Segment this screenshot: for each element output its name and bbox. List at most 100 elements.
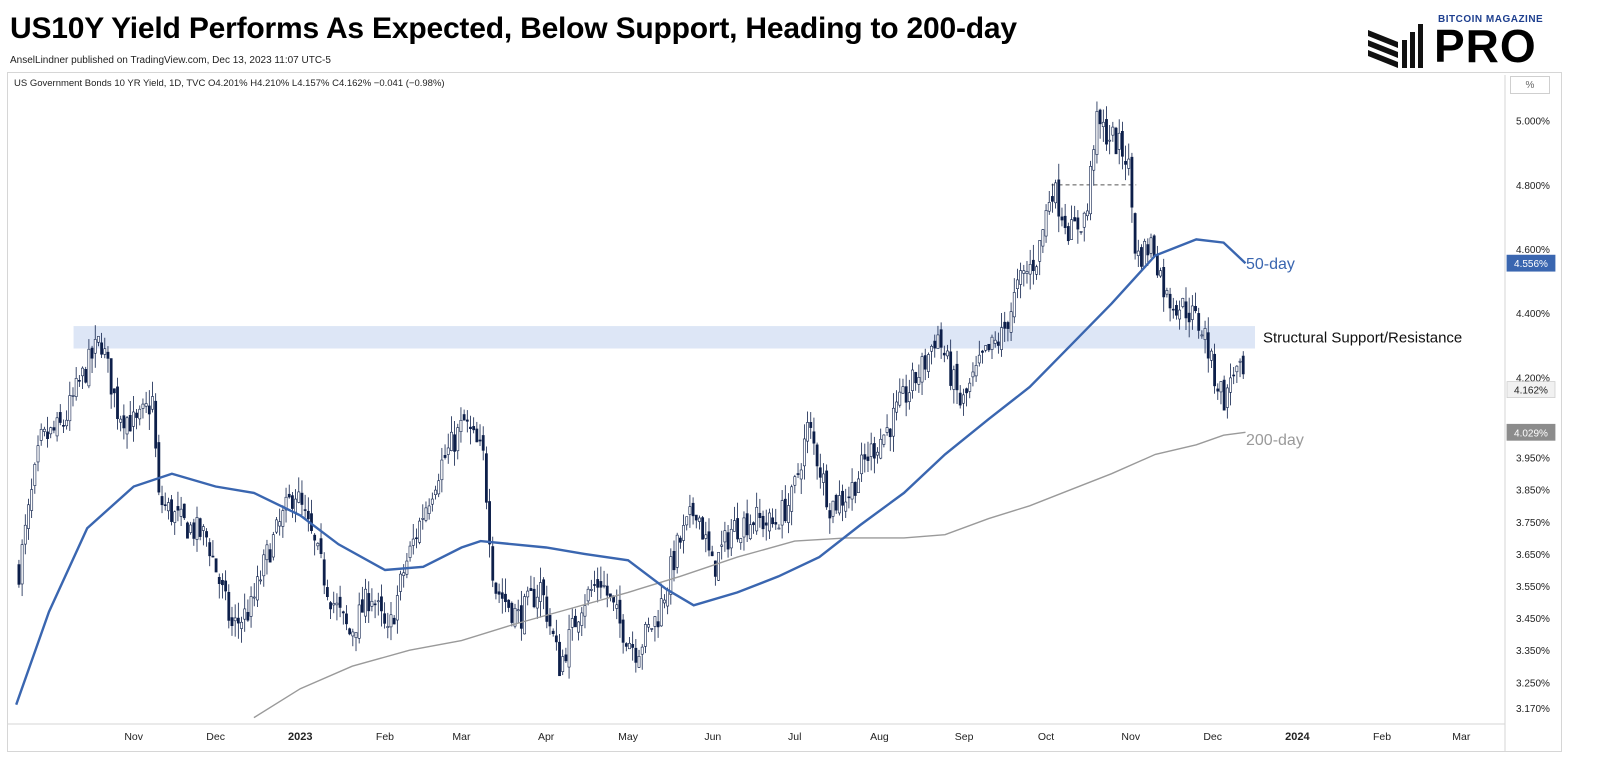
candle-body (882, 434, 886, 445)
candle-body (1073, 217, 1077, 222)
candle-body (561, 656, 565, 672)
candle-body (500, 592, 504, 599)
candle-body (653, 616, 657, 627)
candle-body (341, 611, 345, 614)
candle-body (669, 556, 673, 595)
x-tick-label: Jul (788, 731, 801, 743)
candle-body (548, 614, 552, 627)
candle-body (1181, 298, 1185, 307)
candle-body (402, 572, 406, 576)
candle-body (996, 341, 1000, 346)
candle-body (1171, 308, 1175, 311)
candle-body (112, 388, 116, 394)
price-tag-label: 4.162% (1514, 386, 1548, 397)
candle-body (1238, 360, 1242, 363)
candle-body (911, 369, 914, 391)
candle-body (513, 607, 517, 627)
candle-body (1108, 139, 1112, 142)
candle-body (659, 598, 663, 627)
candle-body (1146, 244, 1150, 256)
candle-body (1035, 266, 1038, 275)
candle-body (1241, 355, 1245, 375)
brand-logo: BITCOIN MAGAZINE PRO (1368, 10, 1590, 72)
candle-body (733, 520, 736, 532)
candle-body (599, 581, 603, 588)
candle-body (77, 380, 81, 382)
candle-body (892, 407, 895, 437)
candle-body (475, 428, 479, 443)
candle-body (901, 386, 905, 394)
candle-body (182, 503, 186, 519)
y-tick-label: 4.400% (1516, 309, 1550, 320)
candle-body (163, 504, 167, 506)
candle-body (205, 531, 208, 538)
y-tick-label: 3.350% (1516, 646, 1550, 657)
candle-body (729, 528, 733, 549)
candle-body (507, 599, 511, 608)
candle-body (621, 619, 625, 643)
candle-body (516, 609, 520, 612)
candle-body (1225, 387, 1229, 408)
candle-body (415, 537, 418, 540)
candle-body (993, 339, 997, 344)
candle-body (55, 417, 59, 437)
candle-body (71, 395, 75, 397)
percent-scale-button[interactable]: % (1510, 76, 1550, 94)
candle-body (345, 613, 348, 625)
candle-body (609, 593, 612, 597)
zone-label: Structural Support/Resistance (1263, 329, 1462, 346)
x-tick-label: Sep (955, 731, 974, 743)
y-tick-label: 3.850% (1516, 486, 1550, 497)
candle-body (246, 611, 250, 621)
candle-body (799, 469, 803, 480)
candle-body (1159, 270, 1162, 277)
candle-body (434, 489, 437, 495)
candle-body (249, 596, 253, 617)
candle-body (936, 334, 940, 349)
candle-body (1216, 388, 1220, 392)
candle-body (847, 496, 851, 499)
chart-frame (7, 72, 1562, 752)
candle-body (20, 544, 24, 585)
candle-body (1076, 217, 1080, 230)
candle-body (968, 382, 972, 392)
candle-body (551, 630, 555, 635)
candle-body (450, 431, 453, 451)
candle-body (758, 512, 762, 519)
candle-body (33, 464, 37, 486)
candle-body (1184, 301, 1188, 319)
y-tick-label: 3.950% (1516, 454, 1550, 465)
candle-body (554, 635, 558, 643)
candles (17, 101, 1245, 679)
x-tick-label: Dec (206, 731, 225, 743)
candle-body (1066, 226, 1070, 242)
candle-body (173, 511, 177, 523)
candle-body (806, 422, 809, 442)
candle-body (593, 584, 596, 586)
x-tick-label: Aug (870, 731, 889, 743)
candle-body (942, 352, 946, 356)
price-tag-box (1506, 381, 1556, 399)
candle-body (1063, 215, 1067, 228)
candle-body (1187, 312, 1191, 323)
logo-main-text: PRO (1434, 20, 1537, 72)
candle-body (411, 538, 415, 546)
candle-body (440, 459, 444, 481)
candle-body (186, 522, 189, 539)
candle-body (189, 524, 193, 533)
candle-body (519, 605, 523, 629)
candle-body (259, 579, 263, 582)
candle-body (691, 502, 695, 517)
candle-body (637, 656, 641, 668)
candle-body (166, 502, 170, 512)
candle-body (1003, 321, 1007, 329)
candle-body (383, 613, 387, 624)
candle-body (815, 444, 819, 467)
candle-body (49, 427, 53, 435)
candle-body (256, 576, 259, 601)
candle-body (793, 476, 797, 486)
candle-body (386, 626, 390, 628)
candle-body (898, 391, 902, 406)
candle-body (888, 428, 892, 438)
x-tick-label: 2024 (1285, 731, 1310, 743)
